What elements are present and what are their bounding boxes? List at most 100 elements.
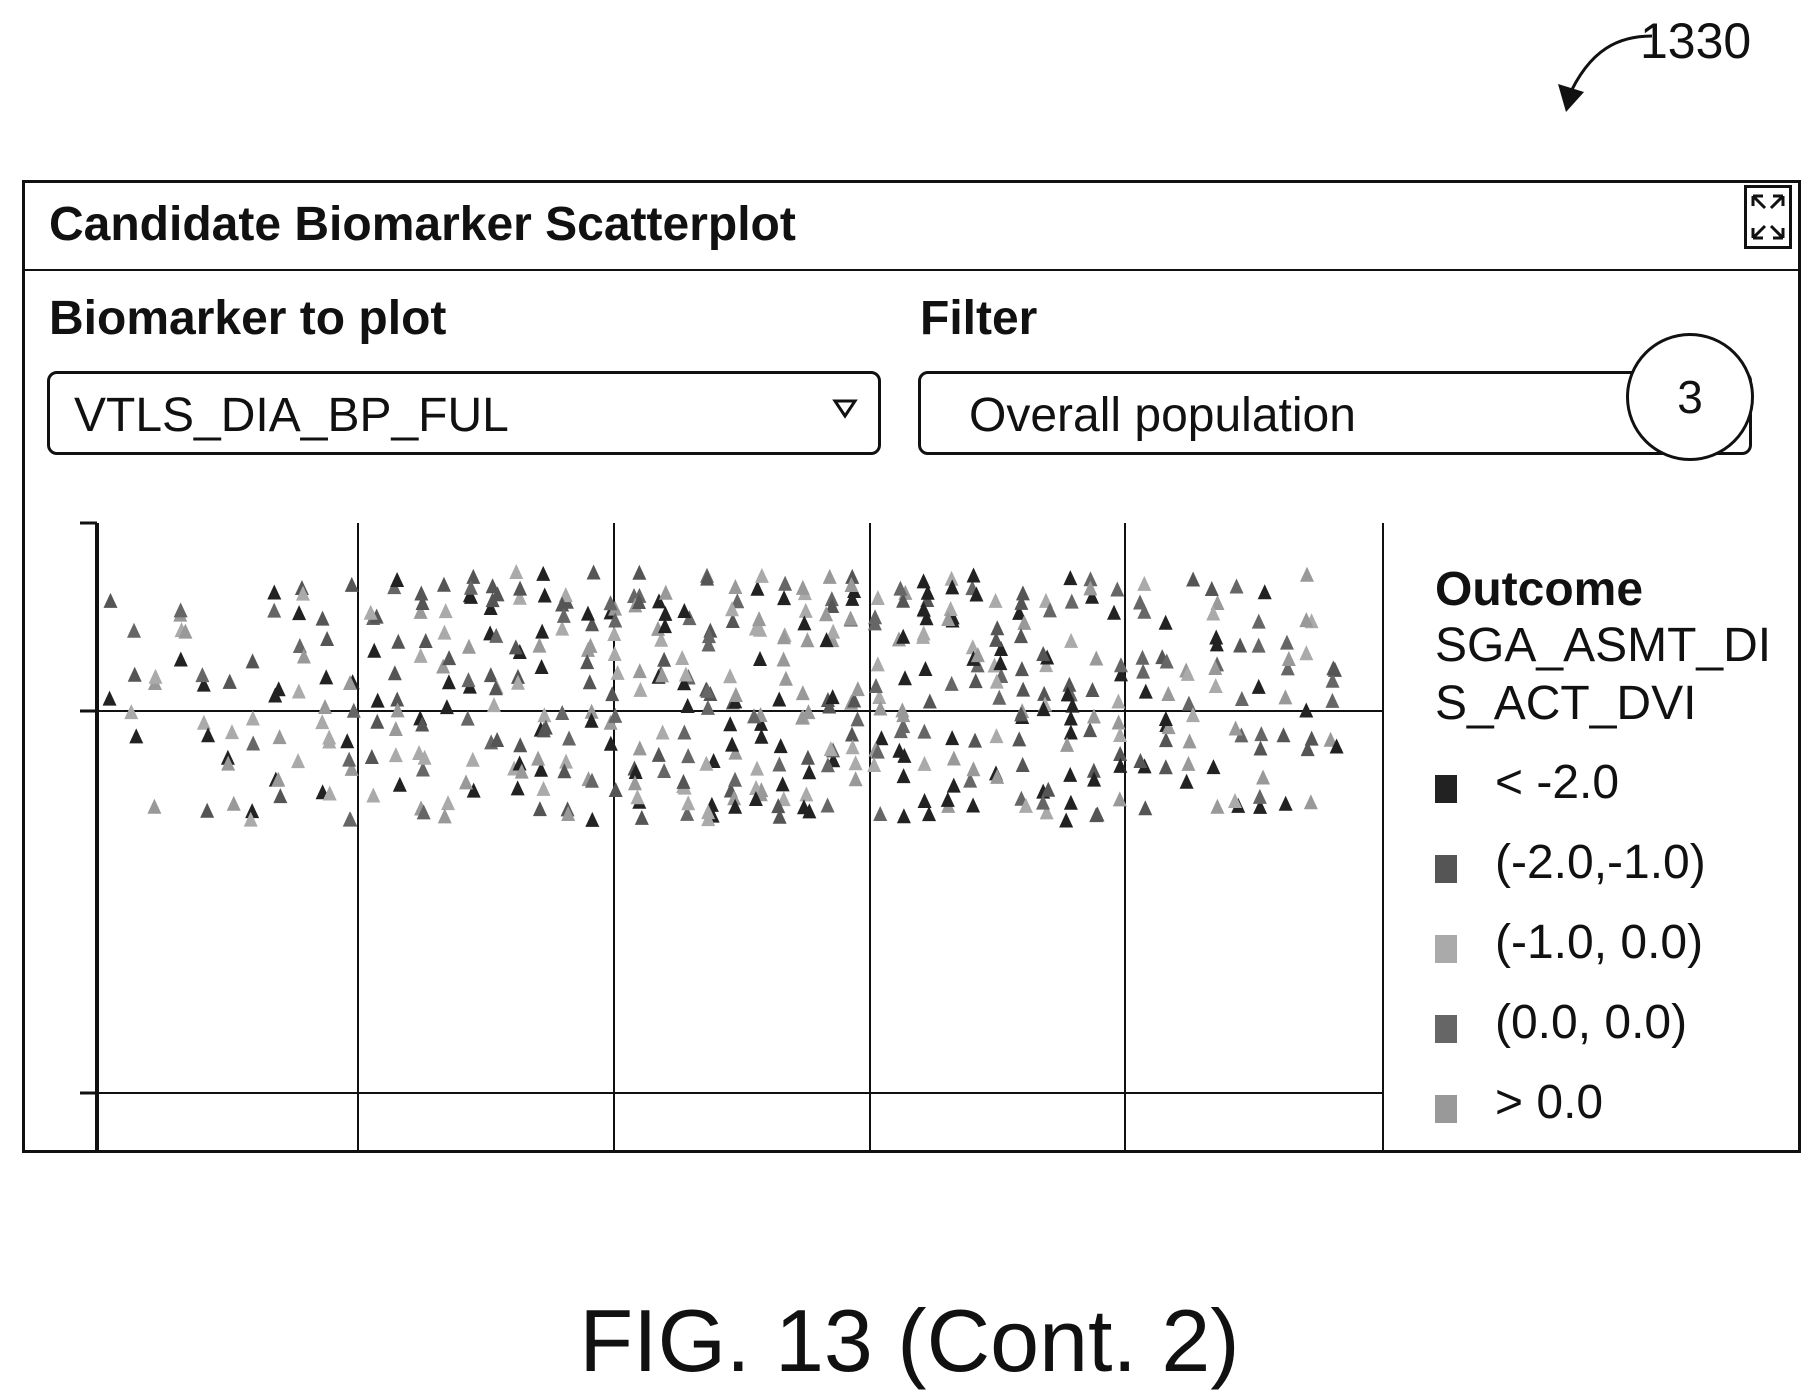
expand-button[interactable] <box>1744 185 1792 249</box>
data-point-marker <box>1041 781 1056 797</box>
data-point-marker <box>677 724 692 740</box>
data-point-marker <box>754 715 769 731</box>
data-point-marker <box>968 673 983 689</box>
data-point-marker <box>1325 692 1340 708</box>
data-point-marker <box>1209 629 1224 645</box>
data-point-marker <box>245 803 260 819</box>
data-point-marker <box>1083 580 1098 596</box>
data-point-marker <box>1299 645 1314 661</box>
legend-subtitle: SGA_ASMT_DIS_ACT_DVI <box>1435 619 1772 730</box>
data-point-marker <box>437 624 452 640</box>
legend-swatch <box>1435 855 1457 883</box>
data-point-marker <box>819 632 834 648</box>
data-point-marker <box>1179 773 1194 789</box>
data-point-marker <box>1210 798 1225 814</box>
data-point-marker <box>1111 693 1126 709</box>
data-point-marker <box>1325 672 1340 688</box>
data-point-marker <box>750 580 765 596</box>
data-point-marker <box>870 590 885 606</box>
data-point-marker <box>1254 726 1269 742</box>
data-point-marker <box>1228 793 1243 809</box>
data-point-marker <box>608 782 623 798</box>
data-point-marker <box>1113 757 1128 773</box>
data-point-marker <box>320 630 335 646</box>
data-point-marker <box>795 709 810 725</box>
data-point-marker <box>1300 566 1315 582</box>
filter-label: Filter <box>920 292 1038 345</box>
data-point-marker <box>1112 791 1127 807</box>
data-point-marker <box>1278 795 1293 811</box>
data-point-marker <box>728 686 743 702</box>
data-point-marker <box>922 806 937 822</box>
panel-header: Candidate Biomarker Scatterplot <box>25 183 1798 271</box>
data-point-marker <box>1086 762 1101 778</box>
data-point-marker <box>1161 719 1176 735</box>
data-point-marker <box>1281 650 1296 666</box>
data-point-marker <box>701 811 716 827</box>
data-point-marker <box>603 595 618 611</box>
data-point-marker <box>556 607 571 623</box>
data-point-marker <box>917 792 932 808</box>
data-point-marker <box>537 587 552 603</box>
legend-item: < -2.0 <box>1435 747 1795 827</box>
legend-label: (-1.0, 0.0) <box>1495 916 1704 969</box>
data-point-marker <box>944 570 959 586</box>
data-point-marker <box>795 685 810 701</box>
data-point-marker <box>1159 653 1174 669</box>
data-point-marker <box>178 623 193 639</box>
data-point-marker <box>1062 676 1077 692</box>
data-point-marker <box>537 707 552 723</box>
data-point-marker <box>534 659 549 675</box>
data-point-marker <box>603 735 618 751</box>
biomarker-select[interactable]: VTLS_DIA_BP_FUL <box>47 371 881 455</box>
data-point-marker <box>943 601 958 617</box>
data-point-marker <box>1299 702 1314 718</box>
data-point-marker <box>295 585 310 601</box>
data-point-marker <box>610 664 625 680</box>
data-point-marker <box>1012 731 1027 747</box>
data-point-marker <box>534 761 549 777</box>
data-point-marker <box>1035 794 1050 810</box>
data-point-marker <box>868 609 883 625</box>
data-point-marker <box>1161 685 1176 701</box>
data-point-marker <box>632 564 647 580</box>
data-point-marker <box>532 801 547 817</box>
data-point-marker <box>1064 632 1079 648</box>
data-point-marker <box>752 611 767 627</box>
data-point-marker <box>1039 804 1054 820</box>
data-point-marker <box>989 728 1004 744</box>
data-point-marker <box>989 673 1004 689</box>
data-point-marker <box>753 621 768 637</box>
data-point-marker <box>413 647 428 663</box>
data-point-marker <box>1113 666 1128 682</box>
data-point-marker <box>1158 614 1173 630</box>
data-point-marker <box>1015 756 1030 772</box>
data-point-marker <box>1039 657 1054 673</box>
data-point-marker <box>369 608 384 624</box>
data-point-marker <box>1251 678 1266 694</box>
data-point-marker <box>585 772 600 788</box>
data-point-marker <box>845 739 860 755</box>
data-point-marker <box>536 565 551 581</box>
data-point-marker <box>271 771 286 787</box>
data-point-marker <box>1326 660 1341 676</box>
data-point-marker <box>418 633 433 649</box>
biomarker-select-value: VTLS_DIA_BP_FUL <box>74 389 509 442</box>
data-point-marker <box>584 712 599 728</box>
data-point-marker <box>510 674 525 690</box>
data-point-marker <box>608 707 623 723</box>
data-point-marker <box>585 616 600 632</box>
data-point-marker <box>580 654 595 670</box>
data-point-marker <box>1233 637 1248 653</box>
data-point-marker <box>1083 571 1098 587</box>
data-point-marker <box>870 743 885 759</box>
data-point-marker <box>800 632 815 648</box>
data-point-marker <box>850 681 865 697</box>
data-point-marker <box>441 795 456 811</box>
data-point-marker <box>586 564 601 580</box>
data-point-marker <box>727 790 742 806</box>
filter-select[interactable]: Overall population <box>918 371 1752 455</box>
data-point-marker <box>850 711 865 727</box>
data-point-marker <box>224 724 239 740</box>
data-point-marker <box>631 593 646 609</box>
